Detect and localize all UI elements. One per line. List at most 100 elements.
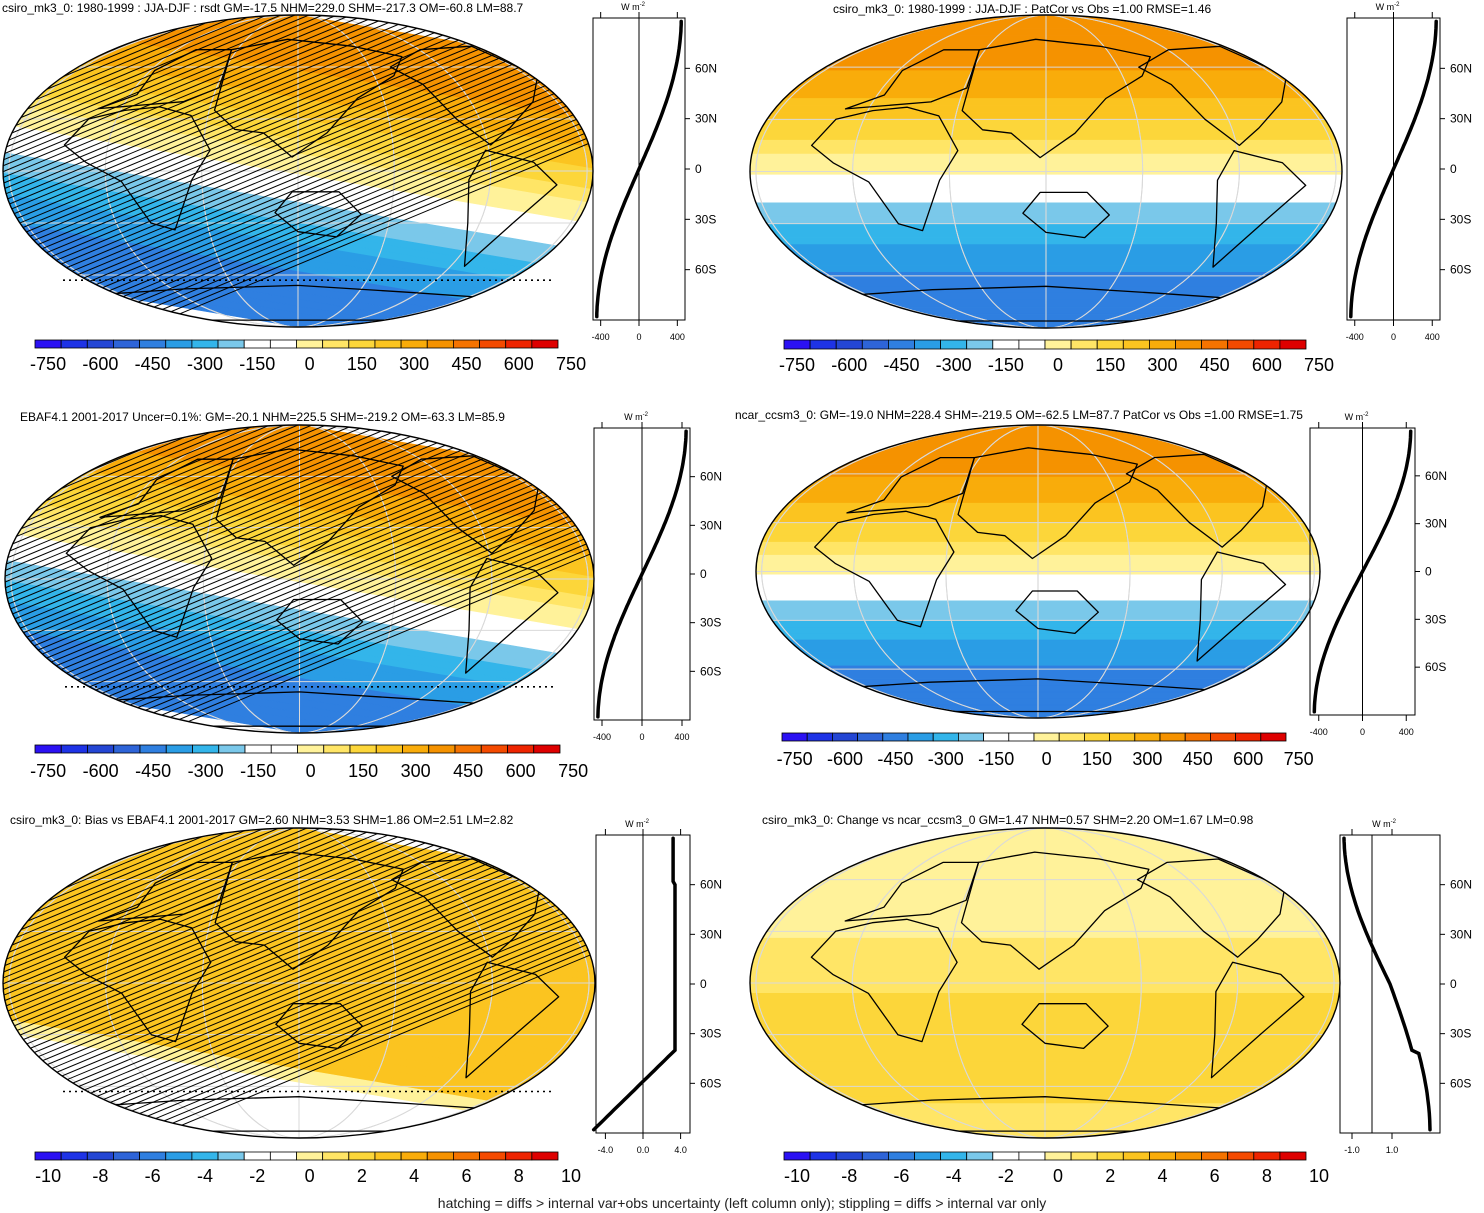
panel-title-bottom-left: csiro_mk3_0: Bias vs EBAF4.1 2001-2017 G… xyxy=(10,813,514,827)
hatch-line xyxy=(3,828,595,1138)
hatch-line xyxy=(3,828,532,1138)
hatch-line xyxy=(118,425,594,733)
colorbar-swatch xyxy=(861,1151,889,1161)
colorbar-swatch xyxy=(1134,732,1161,742)
profile-y-tick-label: 30N xyxy=(700,927,722,941)
hatch-line xyxy=(5,425,439,733)
colorbar-swatch xyxy=(452,1151,480,1161)
hatch-line xyxy=(146,425,594,733)
map-outline xyxy=(749,14,1343,329)
colorbar-swatch xyxy=(507,744,535,754)
colorbar-swatch xyxy=(349,744,377,754)
hatch-line xyxy=(3,828,406,1138)
colorbar-tick-label: 10 xyxy=(561,1166,581,1186)
colorbar-tick-label: -300 xyxy=(187,354,223,374)
profile-series-line xyxy=(1342,836,1432,1132)
colorbar-swatch xyxy=(1058,732,1085,742)
colorbar-tick-label: -450 xyxy=(135,354,171,374)
colorbar-tick-label: 4 xyxy=(1157,1166,1167,1186)
colorbar-tick-label: 2 xyxy=(357,1166,367,1186)
continent-namerica xyxy=(1125,453,1268,548)
colorbar-swatch xyxy=(479,1151,507,1161)
hatch-line xyxy=(3,828,238,1138)
colorbar-tick-label: 0 xyxy=(1053,355,1063,375)
colorbar-swatch xyxy=(1122,339,1150,350)
colorbar-swatch xyxy=(192,744,220,754)
colorbar-swatch xyxy=(533,744,561,754)
colorbar-swatch xyxy=(1253,1151,1281,1161)
colorbar-tick-label: 0 xyxy=(305,354,315,374)
map-outline xyxy=(755,424,1321,719)
hatch-line xyxy=(5,425,411,733)
hatch-line xyxy=(76,425,594,733)
profile-y-tick-label: 30S xyxy=(1450,212,1471,226)
colorbar-tick-label: 8 xyxy=(1262,1166,1272,1186)
zonal-profile-middle-left: 60N 30N 0 30S 60S -400 0 400 W m-2 xyxy=(593,412,722,742)
profile-y-tick-label: 30S xyxy=(700,616,721,630)
hatch-line xyxy=(3,15,352,327)
colorbar-swatch xyxy=(1235,732,1262,742)
colorbar-swatch xyxy=(857,732,884,742)
profile-unit-label: W m-2 xyxy=(625,819,649,829)
hatch-line xyxy=(3,15,562,327)
profile-y-tick-label: 30S xyxy=(700,1027,721,1041)
colorbar-tick-label: -8 xyxy=(841,1166,857,1186)
profile-series-line xyxy=(1349,19,1438,319)
hatch-line xyxy=(3,15,282,327)
colorbar-swatch xyxy=(1109,732,1136,742)
hatch-line xyxy=(10,828,595,1138)
colorbar-tick-label: -750 xyxy=(777,749,813,769)
colorbar-swatch xyxy=(322,1151,350,1161)
colorbar-swatch xyxy=(454,744,482,754)
colorbar-swatch xyxy=(1044,339,1072,350)
hatch-line xyxy=(3,828,462,1138)
colorbar-swatch xyxy=(888,339,915,350)
colorbar-swatch xyxy=(86,1151,114,1161)
hatch-line xyxy=(5,425,481,733)
continent-namerica xyxy=(389,45,539,146)
colorbar-swatch xyxy=(269,1151,297,1161)
panel-title-middle-left: EBAF4.1 2001-2017 Uncer=0.1%: GM=-20.1 N… xyxy=(20,410,505,424)
hatch-line xyxy=(0,15,1,327)
colorbar-swatch xyxy=(113,1151,140,1161)
map-panel-middle-right xyxy=(755,424,1321,719)
zonal-profile-bottom-right: 60N 30N 0 30S 60S -1.0 1.0 W m-2 xyxy=(1339,819,1472,1155)
profile-series-line xyxy=(595,19,683,319)
hatch-line xyxy=(122,828,595,1138)
hatch-line xyxy=(5,425,537,733)
hatch-line xyxy=(132,425,594,733)
profile-x-tick-label: 0.0 xyxy=(637,1145,650,1155)
continent-africa xyxy=(814,510,955,628)
continent-samerica xyxy=(1212,149,1307,268)
colorbar-swatch xyxy=(348,1151,376,1161)
profile-unit-superscript: -2 xyxy=(1394,2,1400,8)
hatch-line xyxy=(134,15,593,327)
colorbar-swatch xyxy=(139,744,167,754)
hatch-line xyxy=(3,15,534,327)
colorbar-swatch xyxy=(832,732,859,742)
continent-africa xyxy=(63,106,211,231)
profile-y-tick-label: 60N xyxy=(1450,878,1472,892)
zonal-profile-bottom-left: 60N 30N 0 30S 60S -4.0 0.0 4.0 W m-2 xyxy=(591,819,722,1155)
hatch-line xyxy=(3,828,476,1138)
colorbar-tick-label: -750 xyxy=(30,761,66,781)
continent-africa xyxy=(63,918,212,1043)
profile-x-tick-label: -400 xyxy=(1310,727,1328,737)
hatch-line xyxy=(5,425,285,733)
colorbar-swatch xyxy=(1033,732,1060,742)
colorbar-tick-label: -150 xyxy=(988,355,1024,375)
colorbar-swatch xyxy=(374,339,402,349)
colorbar-tick-label: 300 xyxy=(399,354,429,374)
hatch-line xyxy=(3,15,492,327)
colorbar-swatch xyxy=(1096,1151,1124,1161)
colorbar-swatch xyxy=(374,1151,402,1161)
colorbar-swatch xyxy=(479,339,507,349)
colorbar-tick-label: -10 xyxy=(35,1166,61,1186)
panel-title-top-right: csiro_mk3_0: 1980-1999 : JJA-DJF : PatCo… xyxy=(833,2,1212,16)
meridian-line xyxy=(201,828,397,1138)
hatch-line xyxy=(3,15,506,327)
profile-x-tick-label: 0 xyxy=(1360,727,1365,737)
hatch-line xyxy=(136,828,595,1138)
profile-x-tick-label: -400 xyxy=(593,732,611,742)
hatch-line xyxy=(3,828,350,1138)
